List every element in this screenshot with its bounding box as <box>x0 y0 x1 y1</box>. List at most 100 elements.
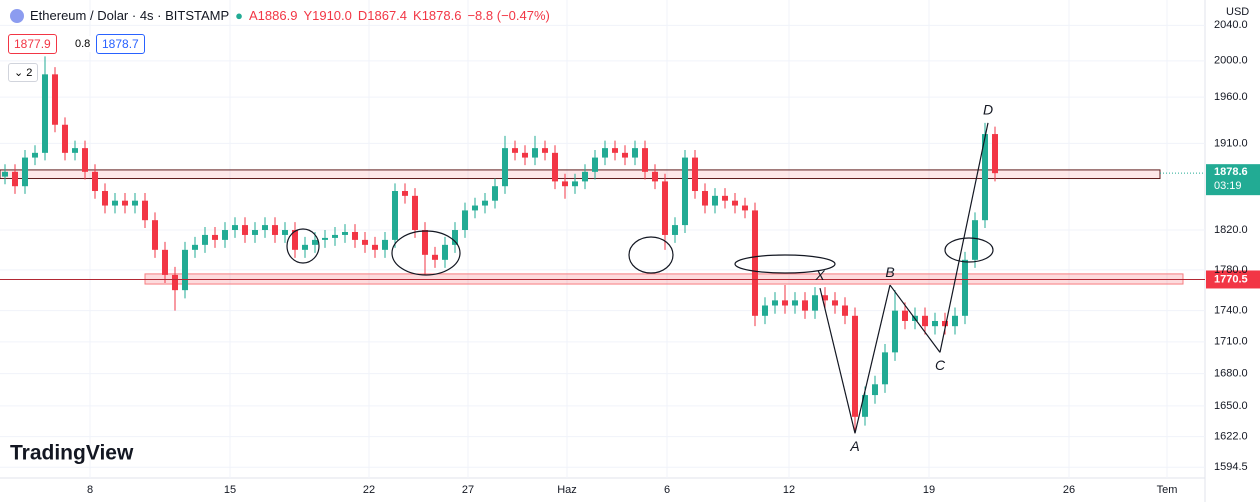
candle-body <box>622 152 628 158</box>
candle-body <box>292 230 298 250</box>
candle-body <box>922 315 928 327</box>
icon <box>10 8 24 23</box>
candle-body <box>312 239 318 245</box>
candle-body <box>582 171 588 182</box>
x-tick-label: 15 <box>224 484 236 496</box>
candle-body <box>682 157 688 226</box>
candle-body <box>772 300 778 306</box>
level-label: 1770.5 <box>1214 273 1248 285</box>
zone <box>0 169 1161 180</box>
y-tick-label: 1960.0 <box>1214 91 1248 103</box>
x-tick-label: 27 <box>462 484 474 496</box>
candle-body <box>382 239 388 250</box>
candle-body <box>142 200 148 221</box>
circle <box>628 236 674 274</box>
candle-body <box>52 74 58 125</box>
candle-body <box>732 200 738 206</box>
candle-body <box>862 395 868 417</box>
x-tick-label: 19 <box>923 484 935 496</box>
candle-body <box>232 225 238 231</box>
x-tick-label: 22 <box>363 484 375 496</box>
spread: 0.8 <box>70 36 96 52</box>
candle-body <box>152 220 158 250</box>
x-tick-label: Tem <box>1157 484 1178 496</box>
high: Y1910.0 <box>303 8 352 23</box>
candle-body <box>522 152 528 158</box>
y-tick-label: 1710.0 <box>1214 336 1248 348</box>
candle-body <box>112 200 118 206</box>
candle-body <box>202 234 208 245</box>
x-tick-label: 26 <box>1063 484 1075 496</box>
candle-body <box>952 315 958 327</box>
candle-body <box>42 74 48 153</box>
pattern-leg <box>819 287 856 434</box>
pattern-label: D <box>983 102 993 118</box>
pattern-leg <box>939 122 989 353</box>
timer-label: 03:19 <box>1214 180 1242 192</box>
y-tick-label: 1820.0 <box>1214 224 1248 236</box>
candle-body <box>812 295 818 311</box>
candle-body <box>212 234 218 240</box>
candle-body <box>902 310 908 321</box>
pattern-label: C <box>935 357 946 373</box>
candle-body <box>542 148 548 153</box>
candle-body <box>992 134 998 174</box>
currency[interactable]: USD <box>1226 6 1249 18</box>
candle-body <box>642 148 648 172</box>
candle-body <box>742 205 748 211</box>
low: D1867.4 <box>357 8 408 23</box>
candle-body <box>612 148 618 153</box>
candle-body <box>182 249 188 291</box>
indicator-count: 2 <box>26 67 33 79</box>
x-tick-label: 6 <box>664 484 670 496</box>
candle-body <box>332 234 338 238</box>
symbol: Ethereum / Dolar · 4s · BITSTAMP <box>30 8 230 23</box>
logo: TradingView <box>10 442 134 465</box>
candle-body <box>342 231 348 235</box>
candle-body <box>192 244 198 250</box>
indicators[interactable]: ⌄ 2 <box>8 63 39 82</box>
sell[interactable]: 1877.9 <box>8 34 57 54</box>
circle <box>286 228 320 264</box>
candle-body <box>632 148 638 158</box>
candle-body <box>472 205 478 211</box>
candle-body <box>602 148 608 158</box>
candle-body <box>722 195 728 201</box>
level-tag <box>1206 270 1260 289</box>
candle-body <box>962 259 968 316</box>
candle-body <box>942 320 948 327</box>
candle-body <box>982 134 988 221</box>
candle-body <box>302 244 308 250</box>
candle-body <box>552 152 558 182</box>
candle-body <box>512 148 518 153</box>
x-tick-label: 8 <box>87 484 93 496</box>
pattern-leg <box>889 284 941 353</box>
candle-body <box>792 300 798 306</box>
candle-body <box>852 315 858 417</box>
candle-body <box>702 191 708 206</box>
candle-body <box>282 230 288 235</box>
y-tick-label: 1622.0 <box>1214 431 1248 443</box>
candle-body <box>842 305 848 316</box>
candle-body <box>482 200 488 206</box>
candle-body <box>452 230 458 245</box>
buy[interactable]: 1878.7 <box>96 34 145 54</box>
candle-body <box>262 225 268 231</box>
candle-body <box>102 191 108 206</box>
candle-body <box>392 191 398 240</box>
candle-body <box>412 195 418 231</box>
candle-body <box>532 148 538 158</box>
y-tick-label: 1740.0 <box>1214 305 1248 317</box>
candle-body <box>692 157 698 192</box>
candle-body <box>22 157 28 187</box>
y-tick-label: 2000.0 <box>1214 55 1248 67</box>
candle-body <box>972 220 978 260</box>
candle-body <box>822 295 828 301</box>
candle-body <box>782 300 788 306</box>
candle-body <box>322 237 328 240</box>
candle-body <box>72 148 78 153</box>
x-tick-label: 12 <box>783 484 795 496</box>
candle-body <box>242 225 248 235</box>
